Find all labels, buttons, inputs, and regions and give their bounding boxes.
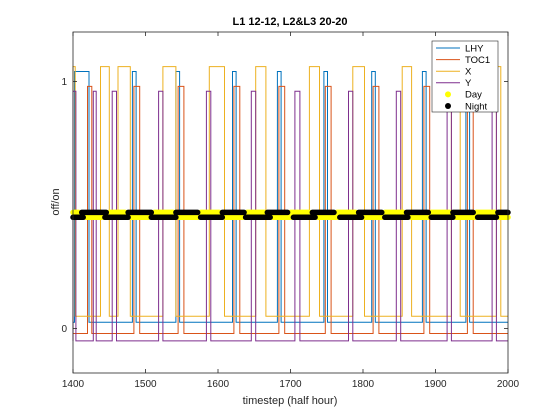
series-layer	[72, 66, 508, 342]
y-tick-label: 0	[61, 324, 67, 335]
legend-swatch-day	[445, 91, 451, 98]
legend-label-x: X	[465, 67, 472, 78]
x-tick-label: 2000	[497, 379, 520, 390]
x-tick-label: 1400	[62, 379, 85, 390]
y-axis-ticks: 01	[61, 77, 508, 335]
x-tick-label: 1700	[279, 379, 302, 390]
legend-box	[431, 40, 499, 113]
legend-label-day: Day	[465, 90, 482, 101]
x-tick-label: 1800	[352, 379, 375, 390]
x-axis-ticks: 1400 1500 1600 1700 1800 1900 2000	[62, 32, 520, 390]
x-tick-label: 1600	[207, 379, 230, 390]
x-axis-label: timestep (half hour)	[243, 395, 338, 407]
x-tick-label: 1500	[134, 379, 157, 390]
series-line-toc1	[73, 85, 508, 334]
chart-title: L1 12-12, L2&L3 20-20	[233, 16, 348, 28]
y-tick-label: 1	[61, 77, 67, 88]
legend-label-toc1: TOC1	[465, 55, 490, 66]
legend-label-lhy: LHY	[465, 43, 484, 54]
legend-label-y: Y	[465, 78, 472, 89]
marker-layer	[70, 209, 511, 221]
y-axis-label: off/on	[50, 188, 62, 215]
series-line-lhy	[73, 71, 508, 323]
legend-swatch-night	[445, 103, 451, 109]
x-tick-label: 1900	[424, 379, 447, 390]
series-line-y	[72, 90, 508, 342]
legend-label-night: Night	[465, 101, 488, 112]
